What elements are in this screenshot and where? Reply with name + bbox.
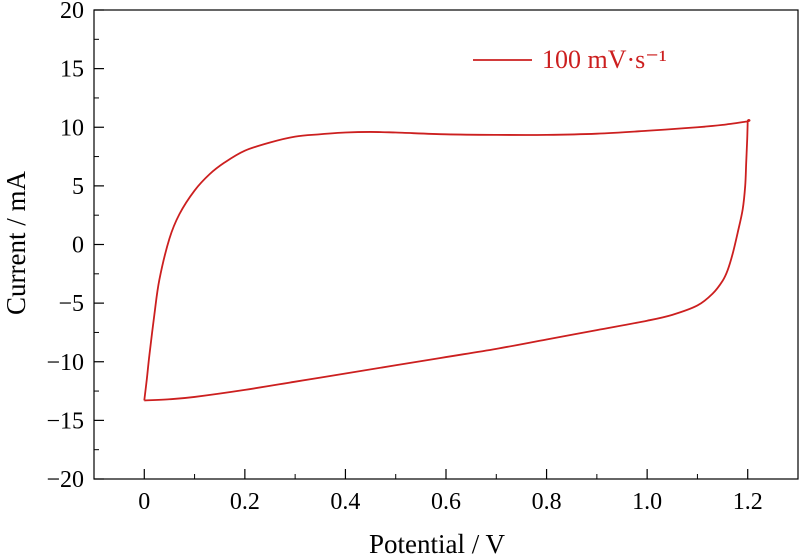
x-tick-label: 1.0 bbox=[632, 489, 662, 515]
x-tick-label: 0.8 bbox=[532, 489, 562, 515]
y-tick-label: 15 bbox=[60, 57, 84, 83]
y-tick-label: 20 bbox=[60, 0, 84, 24]
legend-label: 100 mV·s⁻¹ bbox=[542, 45, 667, 74]
y-tick-label: −20 bbox=[46, 467, 84, 493]
x-axis-title: Potential / V bbox=[369, 529, 506, 556]
x-tick-label: 0 bbox=[138, 489, 150, 515]
legend: 100 mV·s⁻¹ bbox=[473, 45, 667, 74]
x-tick-label: 0.2 bbox=[230, 489, 260, 515]
y-tick-label: 10 bbox=[60, 115, 84, 141]
x-tick-label: 0.6 bbox=[431, 489, 461, 515]
y-tick-label: 5 bbox=[72, 174, 84, 200]
y-tick-label: −15 bbox=[46, 408, 84, 434]
y-axis-title: Current / mA bbox=[1, 171, 31, 315]
tick-labels: 0 0.2 0.4 0.6 0.8 1.0 1.2 −20 −15 −10 −5 0 5 10 15 20 bbox=[46, 0, 762, 515]
axis-ticks bbox=[94, 9, 749, 480]
series-line bbox=[143, 119, 751, 402]
x-tick-label: 0.4 bbox=[330, 489, 360, 515]
plot-frame bbox=[93, 9, 799, 480]
y-tick-label: −10 bbox=[46, 350, 84, 376]
x-tick-label: 1.2 bbox=[733, 489, 763, 515]
y-tick-label: −5 bbox=[58, 291, 84, 317]
y-tick-label: 0 bbox=[72, 233, 84, 259]
